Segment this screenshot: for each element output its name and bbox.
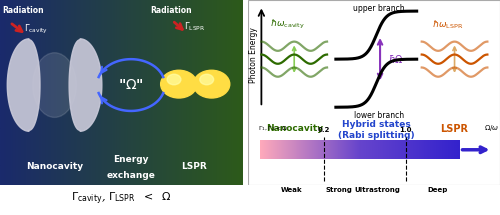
Text: 0.2: 0.2 [318,127,330,133]
Text: $\mathit{\Omega}/\mathit{\omega}$: $\mathit{\Omega}/\mathit{\omega}$ [484,123,499,133]
Text: Radiation: Radiation [2,6,44,15]
Text: Radiation: Radiation [150,6,192,15]
Polygon shape [69,39,102,131]
Circle shape [194,70,230,98]
Text: Weak: Weak [281,187,303,193]
Circle shape [200,74,213,85]
Text: Strong: Strong [326,187,352,193]
Text: 1.0: 1.0 [400,127,412,133]
Polygon shape [8,39,40,131]
Text: Energy: Energy [113,155,148,164]
Text: LSPR: LSPR [440,124,468,134]
Text: LSPR: LSPR [181,162,207,171]
Text: upper branch: upper branch [353,4,405,13]
Text: $\hbar\Omega$: $\hbar\Omega$ [388,53,404,65]
Ellipse shape [32,53,76,117]
Text: Hybrid states
(Rabi splitting): Hybrid states (Rabi splitting) [338,120,414,140]
Text: Photon Energy: Photon Energy [250,28,258,83]
Text: $\hbar\omega_{\rm cavity}$: $\hbar\omega_{\rm cavity}$ [270,18,305,31]
Text: "$\Omega$": "$\Omega$" [118,78,144,92]
Text: $\mathit{\Gamma}_{\rm cavity}$, $\mathit{\Gamma}_{\rm LSPR}$  $<$  $\mathit{\Ome: $\mathit{\Gamma}_{\rm cavity}$, $\mathit… [71,190,172,207]
Circle shape [160,70,197,98]
Text: $\hbar\omega_{\rm LSPR}$: $\hbar\omega_{\rm LSPR}$ [432,19,463,31]
Text: Ultrastrong: Ultrastrong [354,187,401,193]
Text: $\mathit{\Gamma}_{\rm cavity}$: $\mathit{\Gamma}_{\rm cavity}$ [24,23,48,36]
Text: lower branch: lower branch [354,111,404,120]
FancyBboxPatch shape [248,0,500,185]
Text: $\mathit{\Gamma}_{\rm LSPR}$: $\mathit{\Gamma}_{\rm LSPR}$ [184,21,206,33]
Text: Deep: Deep [428,187,448,193]
Text: Nanocavity: Nanocavity [26,162,83,171]
Text: $\mathit{\Gamma}_1, \mathit{\Gamma}_2 < \mathit{\Omega}$: $\mathit{\Gamma}_1, \mathit{\Gamma}_2 < … [258,124,288,133]
Text: Nanocavity: Nanocavity [266,124,323,133]
Circle shape [167,74,181,85]
Text: exchange: exchange [106,171,156,180]
